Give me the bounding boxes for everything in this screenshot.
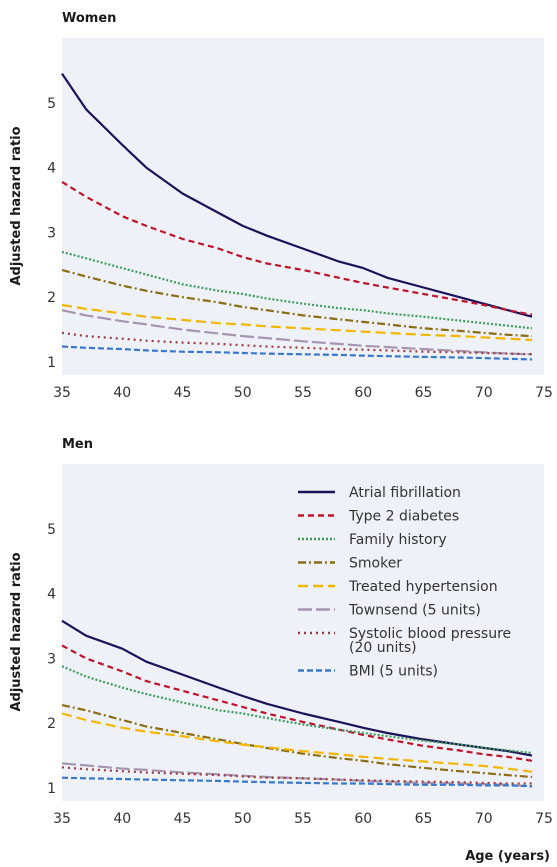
women-series-line: [61, 72, 533, 318]
women-x-tick-label: 40: [113, 385, 131, 401]
men-series-line: [61, 619, 533, 757]
legend-entry-label: Atrial fibrillation: [349, 485, 461, 501]
men-x-tick-label: 70: [475, 811, 493, 827]
women-x-tick-label: 50: [234, 385, 252, 401]
women-x-tick-label: 75: [535, 385, 553, 401]
legend-entry-label: Smoker: [349, 556, 402, 572]
men-series-line: [61, 665, 533, 755]
women-y-tick-label: 2: [47, 290, 56, 306]
men-x-tick-label: 65: [415, 811, 433, 827]
legend-entry-label: (20 units): [349, 640, 417, 656]
women-x-tick-label: 35: [53, 385, 71, 401]
men-y-tick-label: 1: [47, 781, 56, 797]
x-axis-label: Age (years): [465, 849, 550, 864]
men-y-tick-label: 2: [47, 716, 56, 732]
women-panel-title: Women: [62, 11, 116, 26]
men-series-lines: [61, 619, 533, 788]
men-series-line: [61, 704, 533, 779]
men-series-line: [61, 766, 532, 785]
women-x-tick-label: 70: [475, 385, 493, 401]
women-x-tick-label: 55: [294, 385, 312, 401]
legend-entry-label: BMI (5 units): [349, 664, 438, 680]
legend-entry-label: Family history: [349, 532, 447, 548]
legend: Atrial fibrillation Type 2 diabetes Family…: [298, 485, 511, 680]
women-plot-area: [62, 38, 544, 375]
women-series-line: [61, 250, 533, 330]
women-y-axis-label: Adjusted hazard ratio: [9, 126, 24, 285]
men-x-tick-label: 55: [294, 811, 312, 827]
men-x-tick-label: 35: [53, 811, 71, 827]
men-x-tick-label: 45: [174, 811, 192, 827]
men-x-tick-label: 75: [535, 811, 553, 827]
men-y-axis-label: Adjusted hazard ratio: [9, 552, 24, 711]
men-series-line: [61, 712, 533, 773]
men-series-line: [61, 644, 533, 762]
legend-entry-label: Type 2 diabetes: [348, 509, 459, 525]
women-y-tick-label: 3: [47, 225, 56, 241]
women-series-line: [61, 268, 533, 338]
men-y-tick-label: 3: [47, 651, 56, 667]
men-x-tick-label: 60: [354, 811, 372, 827]
women-y-tick-label: 4: [47, 161, 56, 177]
women-x-tick-label: 45: [174, 385, 192, 401]
legend-entry-label: Systolic blood pressure: [349, 626, 511, 642]
legend-entry-label: Treated hypertension: [348, 579, 498, 595]
men-x-tick-label: 50: [234, 811, 252, 827]
legend-entry-label: Townsend (5 units): [348, 603, 481, 619]
men-x-tick-label: 40: [113, 811, 131, 827]
women-x-tick-label: 60: [354, 385, 372, 401]
women-series-line: [61, 345, 533, 361]
women-series-line: [61, 303, 533, 342]
women-series-line: [61, 331, 533, 356]
women-series-lines: [61, 72, 533, 361]
men-series-line: [61, 776, 533, 788]
women-y-tick-label: 5: [47, 96, 56, 112]
women-series-line: [61, 309, 533, 356]
women-y-tick-label: 1: [47, 355, 56, 371]
men-panel-title: Men: [62, 437, 93, 452]
men-y-tick-label: 5: [47, 522, 56, 538]
women-x-tick-label: 65: [415, 385, 433, 401]
men-y-tick-label: 4: [47, 587, 56, 603]
